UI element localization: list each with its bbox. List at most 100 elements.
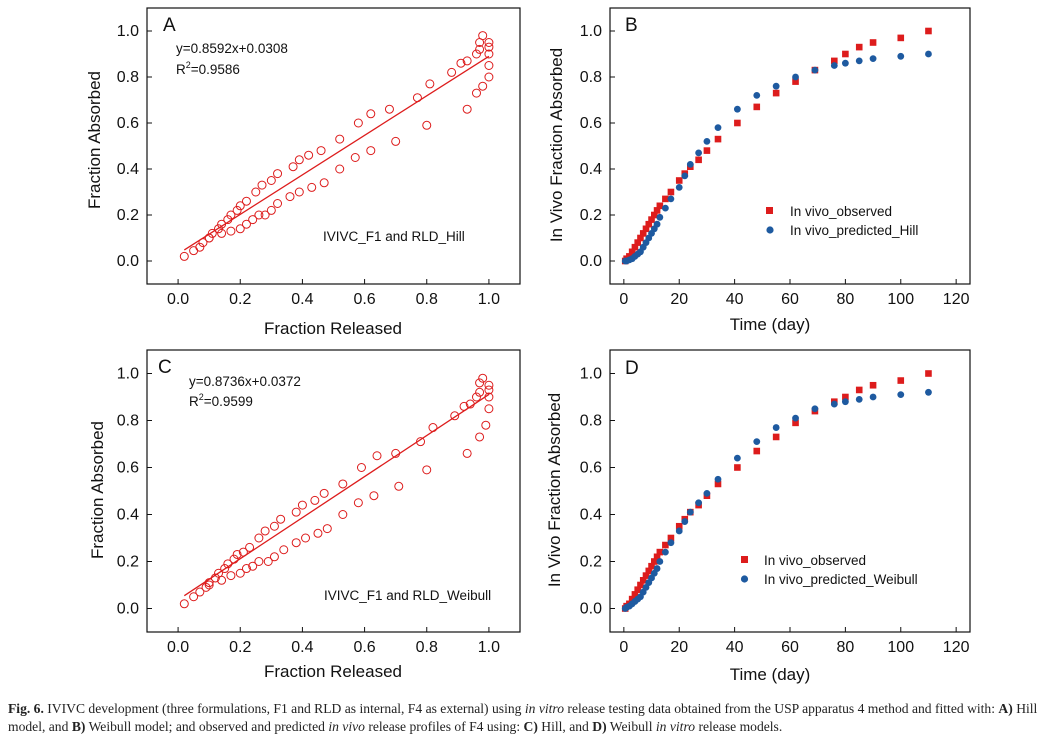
data-point-f1 xyxy=(189,592,199,602)
data-point-predicted xyxy=(925,50,932,58)
data-point-observed xyxy=(653,553,661,561)
x-tick-label: 0.0 xyxy=(167,639,189,656)
data-point-f1 xyxy=(232,549,242,559)
data-point-rld xyxy=(241,564,251,574)
data-point-f1 xyxy=(310,495,320,505)
fit-line xyxy=(183,393,490,597)
data-point-f1 xyxy=(297,500,307,510)
fit-line xyxy=(183,55,490,251)
data-point-f1 xyxy=(294,155,304,165)
data-point-rld xyxy=(484,72,494,82)
data-point-predicted xyxy=(681,172,689,180)
x-tick-label: 120 xyxy=(943,291,970,308)
data-point-f1 xyxy=(269,521,279,531)
data-point-predicted xyxy=(667,195,675,203)
data-point-predicted xyxy=(695,499,703,507)
data-point-f1 xyxy=(478,373,488,383)
panel-a: 0.0 0.2 0.4 0.6 0.8 1.0 0.0 0.2 0.4 0.6 0.8 1.0 A F… xyxy=(85,7,521,338)
data-point-observed xyxy=(869,39,877,46)
data-point-f1 xyxy=(412,93,422,103)
data-point-predicted xyxy=(830,400,838,408)
data-point-observed xyxy=(753,447,761,455)
data-point-predicted xyxy=(661,204,669,212)
x-tick-label: 0.2 xyxy=(229,291,251,308)
data-point-rld xyxy=(313,528,323,538)
data-point-f1 xyxy=(195,587,205,597)
annotation-text: IVIVC_F1 and RLD_Hill xyxy=(323,229,465,244)
data-point-predicted xyxy=(869,55,877,62)
data-point-observed xyxy=(648,562,655,570)
data-point-f1 xyxy=(475,44,485,54)
y-axis-label: In Vivo Fraction Absorbed xyxy=(547,48,566,242)
data-point-f1 xyxy=(232,205,242,215)
data-point-rld xyxy=(481,420,491,430)
data-point-observed xyxy=(651,211,658,219)
fit-r-squared: R2=0.9586 xyxy=(176,60,240,77)
caption-text: Weibull xyxy=(609,719,653,734)
x-tick-label: 60 xyxy=(781,291,799,308)
data-point-f1 xyxy=(316,146,326,156)
data-point-rld xyxy=(241,219,251,229)
data-point-observed xyxy=(628,595,636,603)
data-point-observed xyxy=(648,216,655,223)
data-point-f1 xyxy=(204,578,214,588)
data-point-f1 xyxy=(179,251,189,261)
data-point-rld xyxy=(235,224,245,234)
data-point-rld xyxy=(338,510,348,519)
y-axis-label: In Vivo Fraction Absorbed xyxy=(545,393,564,587)
data-point-predicted xyxy=(792,73,799,81)
data-point-observed xyxy=(645,567,653,575)
data-point-observed xyxy=(662,541,669,549)
y-tick-label: 0.8 xyxy=(580,413,602,430)
y-tick-label: 0.8 xyxy=(580,69,602,86)
data-point-predicted xyxy=(753,92,761,99)
data-point-observed xyxy=(897,34,905,42)
data-point-rld xyxy=(248,215,258,225)
data-point-f1 xyxy=(462,56,472,66)
data-point-observed xyxy=(642,225,650,233)
data-point-f1 xyxy=(425,79,435,89)
data-point-observed xyxy=(639,577,647,584)
data-point-observed xyxy=(651,558,658,565)
legend-marker-observed xyxy=(741,556,748,563)
data-point-f1 xyxy=(220,564,230,574)
data-point-rld xyxy=(484,38,494,47)
data-point-rld xyxy=(484,61,494,70)
y-tick-label: 0.4 xyxy=(580,507,602,524)
data-point-rld xyxy=(471,88,481,98)
data-point-rld xyxy=(204,233,214,243)
data-point-predicted xyxy=(925,388,932,396)
data-point-observed xyxy=(714,135,722,143)
legend-label-observed: In vivo_observed xyxy=(790,204,892,219)
y-tick-label: 0.2 xyxy=(117,207,139,224)
data-point-f1 xyxy=(450,411,460,421)
data-point-predicted xyxy=(703,138,711,145)
legend: In vivo_observed In vivo_predicted_Weibu… xyxy=(740,553,918,587)
x-tick-label: 0 xyxy=(619,291,628,308)
data-point-f1 xyxy=(478,31,488,41)
data-point-rld xyxy=(475,432,485,442)
data-point-observed xyxy=(695,156,702,164)
y-tick-label: 1.0 xyxy=(117,366,139,383)
x-tick-label: 80 xyxy=(836,291,854,308)
y-tick-label: 0.4 xyxy=(580,161,602,178)
data-point-rld xyxy=(285,192,295,202)
caption-italic: in vitro xyxy=(524,701,565,716)
data-point-f1 xyxy=(459,401,469,411)
caption-italic: in vivo xyxy=(328,719,365,734)
data-point-observed xyxy=(734,464,741,471)
data-point-f1 xyxy=(471,392,481,402)
y-tick-label: 0.0 xyxy=(580,601,602,618)
data-point-f1 xyxy=(471,49,481,59)
x-tick-label: 0.0 xyxy=(167,291,189,308)
data-point-predicted xyxy=(753,438,761,446)
data-point-rld xyxy=(226,226,236,236)
data-point-predicted xyxy=(714,475,722,483)
data-point-f1 xyxy=(304,150,314,160)
caption-bold: D) xyxy=(592,719,607,734)
panel-letter-c: C xyxy=(158,357,172,378)
data-point-f1 xyxy=(213,224,223,234)
data-point-predicted xyxy=(653,220,661,228)
data-point-predicted xyxy=(661,548,669,556)
data-point-predicted xyxy=(714,124,722,131)
